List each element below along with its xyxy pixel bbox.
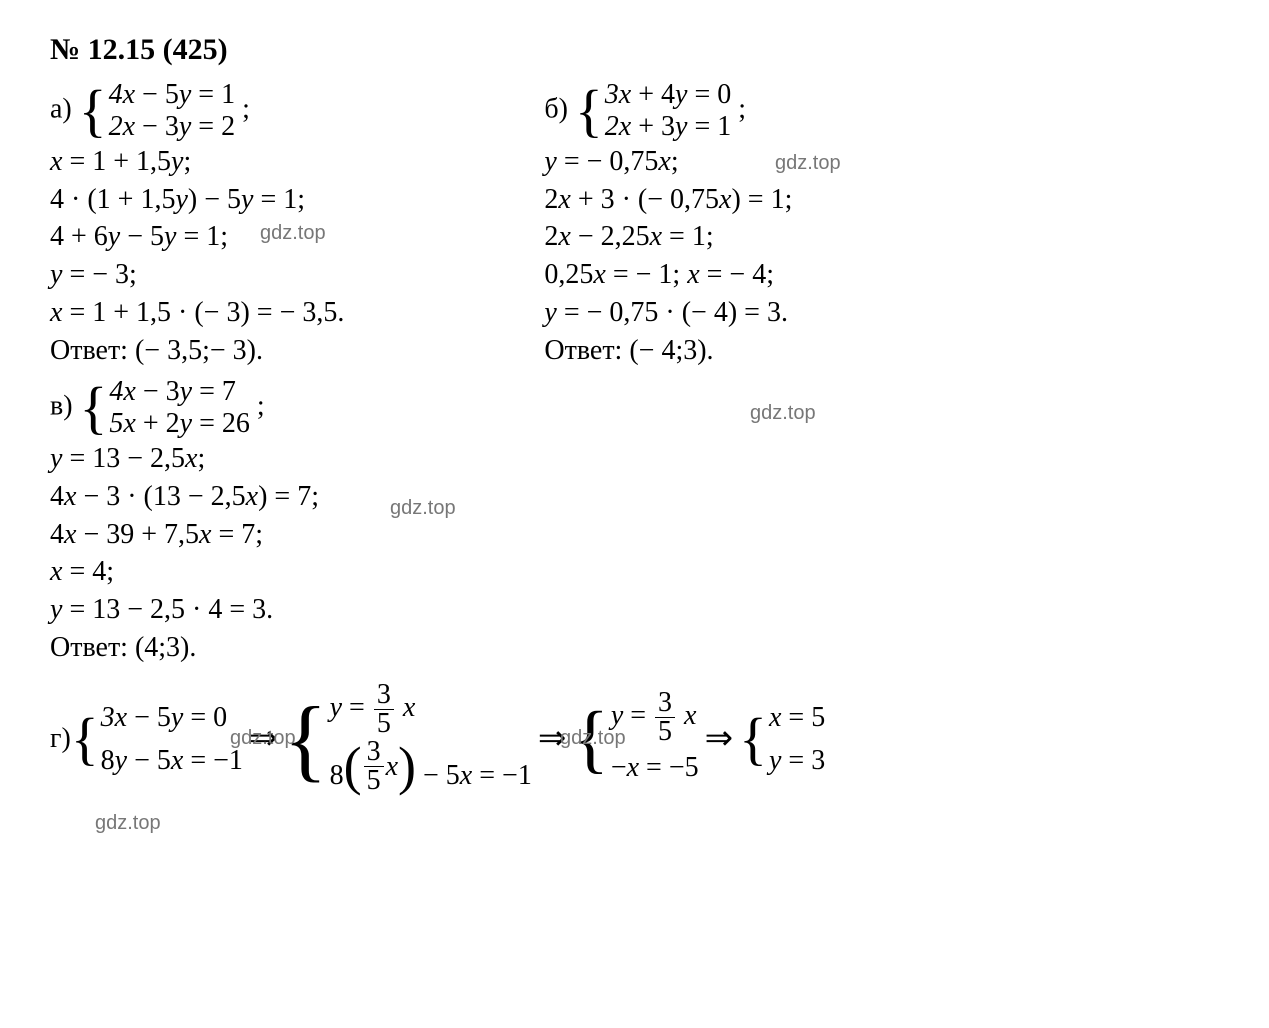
step: 0,25x = − 1; x = − 4;: [544, 256, 792, 294]
brace-icon: {: [739, 713, 767, 765]
step: y = − 0,75x;: [544, 143, 792, 181]
eq: 5x + 2y = 26: [109, 408, 249, 440]
answer: Ответ: (− 3,5;− 3).: [50, 332, 344, 370]
answer: Ответ: (− 4;3).: [544, 332, 792, 370]
eq: 4x − 3y = 7: [109, 376, 249, 408]
label-b: б): [544, 93, 568, 124]
arrow-icon: ⇒: [705, 716, 734, 762]
step: y = − 3;: [50, 256, 344, 294]
brace-icon: {: [80, 382, 108, 434]
watermark: gdz.top: [230, 725, 296, 752]
watermark: gdz.top: [750, 400, 816, 427]
eq: 4x − 5y = 1: [109, 79, 235, 111]
step: x = 1 + 1,5y;: [50, 143, 344, 181]
step: y = 13 − 2,5x;: [50, 440, 1219, 478]
watermark: gdz.top: [95, 810, 161, 837]
problem-title: № 12.15 (425): [50, 30, 1219, 71]
answer: Ответ: (4;3).: [50, 629, 1219, 667]
eq: 2x + 3y = 1: [605, 111, 731, 143]
brace-icon: {: [71, 713, 99, 765]
eq: 3x − 5y = 0: [101, 696, 243, 739]
eq: y = 35 x: [330, 681, 532, 738]
semicolon: ;: [731, 93, 746, 124]
part-b: б) { 3x + 4y = 0 2x + 3y = 1 ; y = − 0,7…: [544, 79, 792, 370]
eq: x = 5: [769, 696, 825, 739]
eq: 3x + 4y = 0: [605, 79, 731, 111]
step: 4x − 39 + 7,5x = 7;: [50, 516, 1219, 554]
step: 4x − 3 · (13 − 2,5x) = 7;: [50, 478, 1219, 516]
label-d: г): [50, 720, 71, 758]
brace-icon: {: [575, 85, 603, 137]
eq: −x = −5: [611, 746, 699, 789]
step: x = 1 + 1,5 · (− 3) = − 3,5.: [50, 294, 344, 332]
watermark: gdz.top: [560, 725, 626, 752]
part-c: в) { 4x − 3y = 7 5x + 2y = 26 ; y = 13 −…: [50, 376, 1219, 667]
part-d: г) { 3x − 5y = 0 8y − 5x = −1 ⇒ { y = 35…: [50, 681, 1219, 798]
watermark: gdz.top: [260, 220, 326, 247]
step: 4 · (1 + 1,5y) − 5y = 1;: [50, 181, 344, 219]
step: 2x − 2,25x = 1;: [544, 218, 792, 256]
semicolon: ;: [235, 93, 250, 124]
step: 2x + 3 · (− 0,75x) = 1;: [544, 181, 792, 219]
label-c: в): [50, 390, 73, 421]
eq: 8(35 x) − 5x = −1: [330, 738, 532, 798]
step: y = 13 − 2,5 · 4 = 3.: [50, 591, 1219, 629]
step: x = 4;: [50, 553, 1219, 591]
semicolon: ;: [250, 390, 265, 421]
row-ab: а) { 4x − 5y = 1 2x − 3y = 2 ; x = 1 + 1…: [50, 79, 1219, 370]
watermark: gdz.top: [390, 495, 456, 522]
eq: 2x − 3y = 2: [109, 111, 235, 143]
label-a: а): [50, 93, 72, 124]
step: y = − 0,75 · (− 4) = 3.: [544, 294, 792, 332]
watermark: gdz.top: [775, 150, 841, 177]
brace-icon: {: [79, 85, 107, 137]
eq: 8y − 5x = −1: [101, 739, 243, 782]
eq: y = 3: [769, 739, 825, 782]
